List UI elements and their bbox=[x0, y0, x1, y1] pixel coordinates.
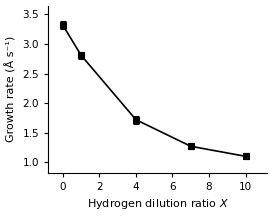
X-axis label: Hydrogen dilution ratio $X$: Hydrogen dilution ratio $X$ bbox=[87, 197, 229, 211]
Y-axis label: Growth rate (Å s⁻¹): Growth rate (Å s⁻¹) bbox=[5, 36, 17, 142]
